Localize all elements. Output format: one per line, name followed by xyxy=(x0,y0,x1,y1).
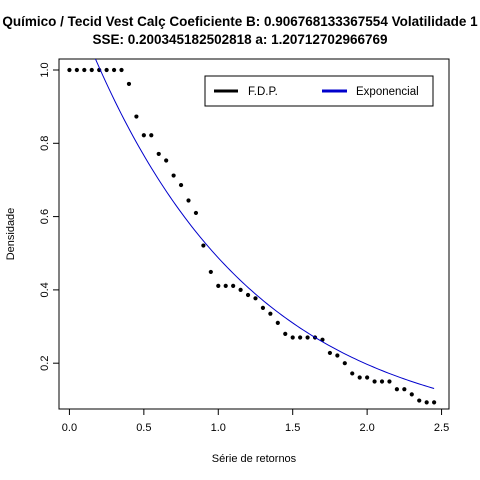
fdp-point xyxy=(283,331,288,336)
fdp-point xyxy=(156,151,161,157)
fdp-point xyxy=(193,210,199,216)
fdp-point xyxy=(104,67,109,73)
fdp-point xyxy=(111,67,117,73)
x-axis-label: Série de retornos xyxy=(212,453,297,465)
fdp-point xyxy=(208,269,213,275)
fdp-point xyxy=(350,371,355,376)
exponencial-line xyxy=(94,59,435,389)
y-tick-label: 0.8 xyxy=(39,136,51,151)
fdp-point xyxy=(245,292,251,298)
fdp-point xyxy=(253,296,258,301)
y-axis-label: Densidade xyxy=(5,208,17,261)
x-tick-label: 1.0 xyxy=(211,422,226,434)
fdp-point xyxy=(67,67,72,73)
fdp-point xyxy=(432,400,437,405)
legend-box xyxy=(204,75,434,107)
x-tick-label: 0.0 xyxy=(62,422,77,434)
fdp-point xyxy=(238,287,243,292)
x-tick-label: 0.5 xyxy=(136,422,151,434)
y-tick-label: 0.6 xyxy=(39,209,51,224)
x-axis: 0.0 0.5 1.0 1.5 2.0 2.5 xyxy=(62,408,449,434)
fdp-point xyxy=(164,158,169,163)
fdp-point xyxy=(216,283,221,288)
x-tick-label: 1.5 xyxy=(285,422,300,434)
fdp-point xyxy=(424,400,429,405)
fdp-point xyxy=(394,387,400,392)
fdp-point xyxy=(417,398,422,403)
y-axis: 0.2 0.4 0.6 0.8 1.0 xyxy=(39,62,60,371)
fdp-point xyxy=(126,81,132,87)
fdp-point xyxy=(409,392,414,397)
fdp-point xyxy=(260,305,266,310)
fdp-point xyxy=(298,335,303,340)
fdp-point xyxy=(178,182,184,188)
fdp-point xyxy=(290,335,295,340)
fdp-point xyxy=(379,379,385,384)
fdp-point xyxy=(372,379,377,384)
fdp-point xyxy=(74,67,79,73)
fdp-point xyxy=(365,375,370,380)
fdp-point xyxy=(141,133,146,138)
x-tick-label: 2.0 xyxy=(359,422,374,434)
x-tick-label: 2.5 xyxy=(434,422,449,434)
legend: F.D.P. Exponencial xyxy=(204,75,434,107)
fdp-point xyxy=(402,387,407,392)
fdp-point xyxy=(89,67,94,73)
fdp-point xyxy=(82,67,87,73)
y-tick-label: 1.0 xyxy=(39,62,51,77)
y-tick-label: 0.2 xyxy=(39,356,51,371)
y-tick-label: 0.4 xyxy=(39,282,51,297)
fdp-point xyxy=(305,335,310,340)
fdp-point xyxy=(231,283,236,288)
series-layer xyxy=(67,59,437,405)
fdp-point xyxy=(357,375,362,380)
fdp-point xyxy=(186,198,191,203)
fdp-point xyxy=(134,114,139,119)
plot-box xyxy=(58,58,450,410)
fdp-point xyxy=(223,283,228,288)
fdp-point xyxy=(268,311,273,316)
legend-label-exponencial: Exponencial xyxy=(356,86,419,98)
legend-label-fdp: F.D.P. xyxy=(248,86,278,98)
fdp-point xyxy=(342,361,347,366)
fdp-point xyxy=(149,133,154,138)
fdp-point xyxy=(335,353,340,358)
chart-title-line1: Químico / Tecid Vest Calç Coeficiente B:… xyxy=(2,14,478,29)
fdp-point xyxy=(171,173,176,178)
fdp-point xyxy=(119,67,124,73)
fdp-point xyxy=(275,320,280,325)
fdp-point xyxy=(387,379,392,384)
fdp-point xyxy=(327,350,333,356)
chart-title-line2: SSE: 0.200345182502818 a: 1.207127029667… xyxy=(92,32,387,47)
fdp-point xyxy=(201,243,206,248)
